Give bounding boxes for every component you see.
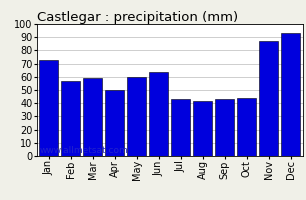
Bar: [193, 101, 212, 156]
Bar: [259, 41, 278, 156]
Text: www.allmetsat.com: www.allmetsat.com: [39, 146, 128, 155]
Bar: [39, 60, 58, 156]
Bar: [215, 99, 234, 156]
Bar: [237, 98, 256, 156]
Bar: [128, 77, 146, 156]
Bar: [62, 81, 80, 156]
Bar: [106, 90, 124, 156]
Bar: [149, 72, 168, 156]
Bar: [84, 78, 102, 156]
Bar: [282, 33, 300, 156]
Text: Castlegar : precipitation (mm): Castlegar : precipitation (mm): [37, 11, 238, 24]
Bar: [171, 99, 190, 156]
